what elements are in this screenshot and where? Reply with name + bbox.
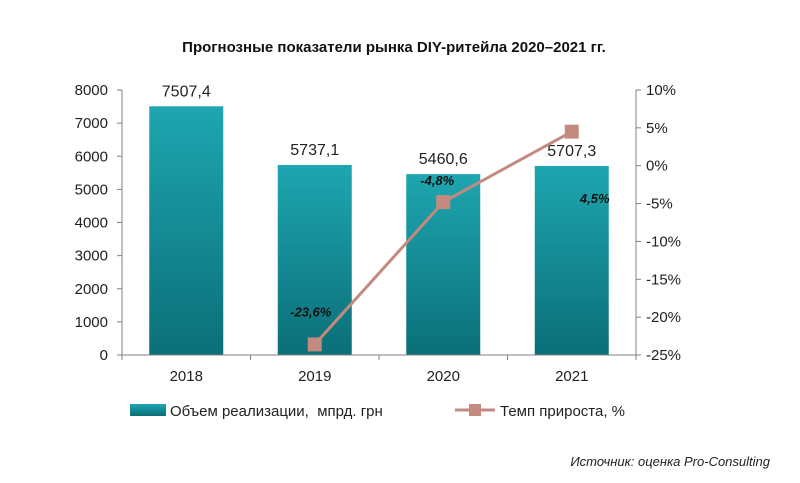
x-tick-label: 2018 <box>170 368 203 385</box>
left-y-axis: 0 1000 2000 3000 4000 5000 6000 7000 8000 <box>75 82 123 364</box>
left-tick-label: 1000 <box>75 314 108 331</box>
bar-value-label: 5737,1 <box>290 142 339 159</box>
right-tick-label: -15% <box>646 271 681 288</box>
growth-marker <box>564 124 579 139</box>
legend-bar-label: Объем реализации, мпрд. грн <box>170 403 383 420</box>
source-note: Источник: оценка Pro-Consulting <box>570 454 770 469</box>
left-tick-label: 0 <box>100 347 108 364</box>
right-tick-label: 0% <box>646 158 668 175</box>
bar-series <box>149 106 609 355</box>
legend-line-label: Темп прироста, % <box>500 403 625 420</box>
growth-value-label: -4,8% <box>420 173 454 188</box>
chart-title: Прогнозные показатели рынка DIY-ритейла … <box>182 39 606 56</box>
bar-value-label: 5460,6 <box>419 151 468 168</box>
left-tick-label: 8000 <box>75 82 108 99</box>
legend-bar-swatch <box>130 404 166 416</box>
growth-value-label: -23,6% <box>290 304 332 319</box>
bar <box>534 165 609 355</box>
bar <box>277 164 352 355</box>
growth-line-series: -23,6% -4,8% 4,5% <box>290 124 610 352</box>
right-tick-label: -10% <box>646 233 681 250</box>
right-y-axis: -25% -20% -15% -10% -5% 0% 5% 10% <box>635 82 681 364</box>
left-tick-label: 2000 <box>75 281 108 298</box>
right-tick-label: -5% <box>646 196 673 213</box>
x-tick-label: 2019 <box>298 368 331 385</box>
left-tick-label: 3000 <box>75 248 108 265</box>
x-tick-label: 2020 <box>427 368 460 385</box>
x-tick-label: 2021 <box>555 368 588 385</box>
x-axis: 2018 2019 2020 2021 <box>121 354 637 385</box>
left-tick-label: 7000 <box>75 115 108 132</box>
bar-value-labels: 7507,4 5737,1 5460,6 5707,3 <box>162 83 597 168</box>
bar-value-label: 5707,3 <box>547 143 596 160</box>
right-tick-label: 10% <box>646 82 676 99</box>
growth-marker <box>436 195 451 210</box>
legend-line-marker <box>469 404 481 416</box>
right-tick-label: -20% <box>646 309 681 326</box>
left-tick-label: 5000 <box>75 181 108 198</box>
bar-value-label: 7507,4 <box>162 83 211 100</box>
growth-marker <box>307 337 322 352</box>
right-tick-label: -25% <box>646 347 681 364</box>
left-tick-label: 4000 <box>75 215 108 232</box>
right-tick-label: 5% <box>646 120 668 137</box>
bar <box>149 106 224 355</box>
growth-value-label: 4,5% <box>579 191 610 206</box>
left-tick-label: 6000 <box>75 148 108 165</box>
legend: Объем реализации, мпрд. грн Темп прирост… <box>130 403 625 420</box>
